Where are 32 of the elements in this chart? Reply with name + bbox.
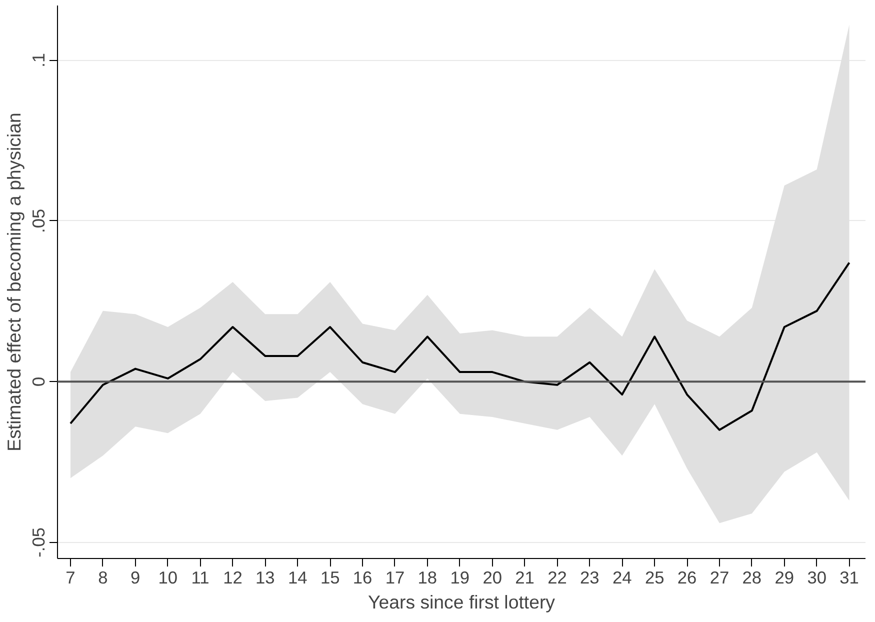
x-tick-label: 12 [223,568,242,588]
y-axis-title: Estimated effect of becoming a physician [4,112,24,452]
x-tick-label: 22 [548,568,567,588]
x-tick-label: 24 [612,568,632,588]
x-tick-label: 16 [352,568,372,588]
line-series [69,262,850,431]
x-tick-label: 29 [774,568,794,588]
y-tick-label: .05 [28,208,48,233]
y-tick-label: -.05 [28,527,48,558]
x-tick-label: 25 [644,568,664,588]
x-tick-label: 15 [320,568,340,588]
y-tick-label: 0 [28,376,48,386]
x-tick-label: 17 [385,568,405,588]
x-tick-label: 27 [710,568,730,588]
x-tick-label: 21 [515,568,534,588]
x-tick-label: 10 [158,568,178,588]
x-tick-label: 19 [450,568,470,588]
x-tick-label: 9 [130,568,140,588]
x-tick-label: 30 [807,568,826,588]
y-tick-label: .1 [28,52,48,68]
x-tick-label: 31 [840,568,859,588]
x-tick-label: 23 [580,568,600,588]
x-tick-label: 20 [482,568,502,588]
x-tick-label: 18 [418,568,438,588]
x-axis-title: Years since first lottery [368,592,556,612]
x-tick-label: 11 [191,568,210,588]
x-tick-label: 28 [742,568,762,588]
x-tick-label: 7 [66,568,76,588]
x-tick-label: 26 [677,568,697,588]
x-tick-label: 13 [256,568,275,588]
x-tick-label: 14 [288,568,308,588]
x-tick-label: 8 [98,568,108,588]
